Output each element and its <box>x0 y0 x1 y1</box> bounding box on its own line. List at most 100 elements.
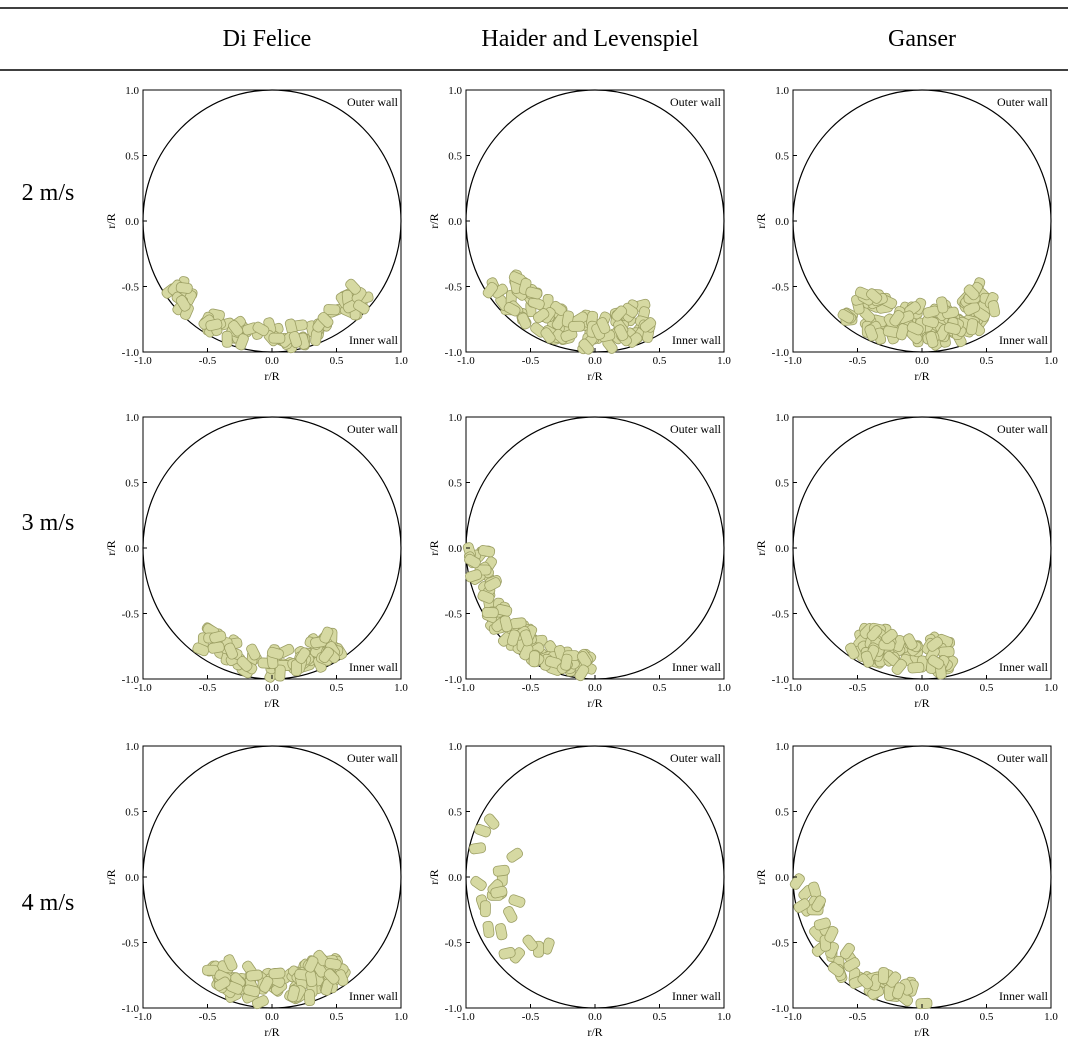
particle <box>525 286 543 300</box>
y-tick-label: 1.0 <box>448 85 462 97</box>
y-tick-label: -0.5 <box>772 938 790 950</box>
particle <box>465 569 483 583</box>
y-tick-label: -1.0 <box>772 347 790 359</box>
x-tick-label: -1.0 <box>457 1011 475 1023</box>
particle <box>560 328 578 342</box>
particle <box>839 942 855 960</box>
particle <box>574 664 590 682</box>
panel: -1.0 -0.5 0.0 0.5 1.0 -1.0 -0.5 0.0 0.5 1.0 r/R r/R… <box>104 412 408 710</box>
panel: -1.0 -0.5 0.0 0.5 1.0 -1.0 -0.5 0.0 0.5 1.0 r/R r/R… <box>427 85 731 383</box>
x-tick-label: 1.0 <box>394 682 408 694</box>
x-axis-label: r/R <box>914 1025 929 1039</box>
x-tick-label: 0.0 <box>588 1011 602 1023</box>
x-axis-label: r/R <box>587 369 602 383</box>
particle <box>866 288 883 304</box>
particle <box>209 630 227 644</box>
particle <box>926 636 943 652</box>
particle <box>520 629 534 647</box>
x-tick-label: 0.0 <box>265 1011 279 1023</box>
y-axis-label: r/R <box>427 213 441 228</box>
column-header: Ganser <box>888 26 956 52</box>
panel: -1.0 -0.5 0.0 0.5 1.0 -1.0 -0.5 0.0 0.5 1.0 r/R r/R… <box>427 412 731 710</box>
y-tick-label: 0.0 <box>775 543 789 555</box>
y-axis-label: r/R <box>754 213 768 228</box>
x-axis-label: r/R <box>587 696 602 710</box>
x-tick-label: -1.0 <box>457 355 475 367</box>
particle <box>469 842 487 855</box>
y-tick-label: 1.0 <box>448 741 462 753</box>
x-tick-label: 0.5 <box>653 682 667 694</box>
x-tick-label: 0.0 <box>915 682 929 694</box>
y-tick-label: 0.0 <box>448 872 462 884</box>
x-tick-label: 0.5 <box>653 1011 667 1023</box>
x-tick-label: 1.0 <box>394 1011 408 1023</box>
particle <box>811 895 826 913</box>
particle <box>251 995 269 1010</box>
panel: -1.0 -0.5 0.0 0.5 1.0 -1.0 -0.5 0.0 0.5 1.0 r/R r/R… <box>427 741 731 1039</box>
x-tick-label: -0.5 <box>199 682 217 694</box>
outer-wall-label: Outer wall <box>670 751 722 765</box>
y-tick-label: -0.5 <box>445 282 463 294</box>
x-tick-label: 1.0 <box>1044 1011 1058 1023</box>
y-tick-label: -1.0 <box>445 1003 463 1015</box>
x-tick-label: -1.0 <box>784 1011 802 1023</box>
particle <box>474 823 492 838</box>
x-tick-label: 0.5 <box>330 355 344 367</box>
panel: -1.0 -0.5 0.0 0.5 1.0 -1.0 -0.5 0.0 0.5 1.0 r/R r/R… <box>754 741 1058 1039</box>
particle <box>318 646 334 664</box>
particle <box>490 885 508 899</box>
x-tick-label: 0.0 <box>915 1011 929 1023</box>
particle <box>213 976 231 992</box>
particle <box>503 906 518 923</box>
y-axis-label: r/R <box>754 869 768 884</box>
x-tick-label: 1.0 <box>717 355 731 367</box>
inner-wall-label: Inner wall <box>999 333 1049 347</box>
inner-wall-label: Inner wall <box>349 989 399 1003</box>
particle <box>266 646 284 660</box>
particle <box>578 338 595 355</box>
y-tick-label: 0.5 <box>775 151 789 163</box>
x-tick-label: 1.0 <box>717 1011 731 1023</box>
x-tick-label: -0.5 <box>199 355 217 367</box>
x-tick-label: -1.0 <box>457 682 475 694</box>
inner-wall-label: Inner wall <box>672 989 722 1003</box>
y-tick-label: 1.0 <box>775 412 789 424</box>
x-tick-label: 1.0 <box>1044 682 1058 694</box>
y-axis-label: r/R <box>427 540 441 555</box>
y-tick-label: -1.0 <box>445 674 463 686</box>
pipe-wall <box>142 416 402 680</box>
particle <box>268 967 286 980</box>
y-tick-label: 1.0 <box>448 412 462 424</box>
y-tick-label: 1.0 <box>125 412 139 424</box>
panel: -1.0 -0.5 0.0 0.5 1.0 -1.0 -0.5 0.0 0.5 1.0 r/R r/R… <box>104 741 408 1039</box>
particle <box>506 629 521 647</box>
inner-wall-label: Inner wall <box>999 989 1049 1003</box>
particle <box>966 318 979 336</box>
y-tick-label: -1.0 <box>772 1003 790 1015</box>
particle <box>866 625 883 642</box>
particle <box>324 957 342 970</box>
particle <box>877 967 890 985</box>
particle <box>508 894 526 908</box>
particle <box>482 920 495 938</box>
x-tick-label: -0.5 <box>522 355 540 367</box>
x-tick-label: -1.0 <box>784 682 802 694</box>
y-tick-label: -0.5 <box>445 609 463 621</box>
x-tick-label: -0.5 <box>849 355 867 367</box>
x-axis-label: r/R <box>914 369 929 383</box>
outer-wall-label: Outer wall <box>997 422 1049 436</box>
particle <box>252 321 270 337</box>
outer-wall-label: Outer wall <box>670 95 722 109</box>
y-tick-label: -1.0 <box>122 1003 140 1015</box>
particle <box>492 864 510 877</box>
y-tick-label: -0.5 <box>122 282 140 294</box>
y-tick-label: -0.5 <box>122 609 140 621</box>
particle <box>843 957 861 972</box>
x-tick-label: -1.0 <box>134 1011 152 1023</box>
x-tick-label: -1.0 <box>134 355 152 367</box>
particle <box>963 284 980 301</box>
y-tick-label: 0.0 <box>775 872 789 884</box>
particle <box>925 331 939 349</box>
panel: -1.0 -0.5 0.0 0.5 1.0 -1.0 -0.5 0.0 0.5 1.0 r/R r/R… <box>754 412 1058 710</box>
